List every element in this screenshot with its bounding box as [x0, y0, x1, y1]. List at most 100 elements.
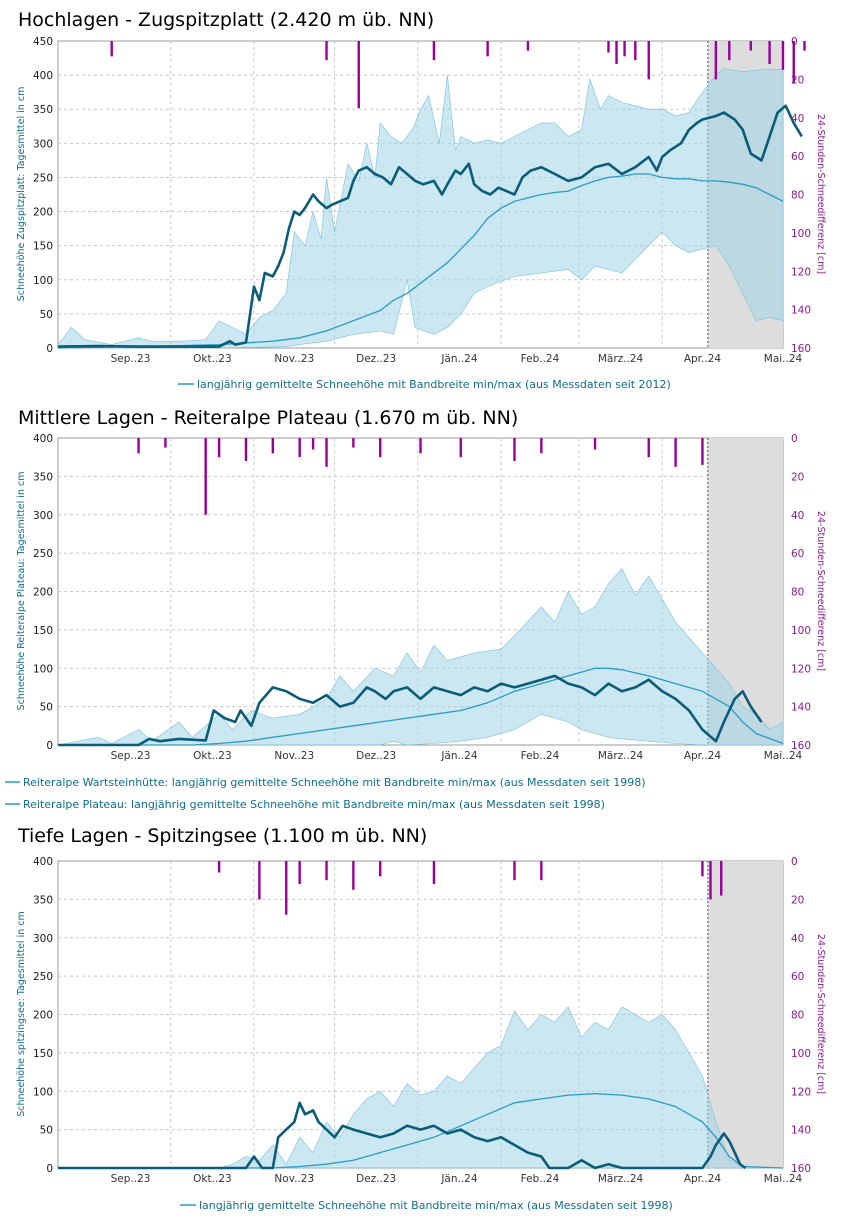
mean-line	[58, 1092, 784, 1169]
y2-tick-label: 20	[791, 471, 804, 483]
y2-tick-label: 120	[791, 663, 811, 675]
forecast-shading	[707, 861, 783, 1168]
y-tick-label: 250	[33, 548, 53, 560]
x-tick-label: Mai..24	[764, 353, 803, 365]
precip-bar	[607, 41, 610, 53]
x-tick-label: Feb..24	[521, 750, 560, 762]
y-tick-label: 150	[33, 625, 53, 637]
legend-entry: Reiteralpe Wartsteinhütte: langjährig ge…	[23, 776, 646, 789]
y-tick-label: 50	[40, 309, 53, 321]
y2-axis-ticks: 0 20 40 60 80 100 120 140 160	[791, 433, 811, 752]
precip-bar	[164, 438, 167, 448]
precip-bar	[325, 41, 328, 61]
y2-tick-label: 60	[791, 548, 804, 560]
y2-axis-label: 24-Stunden-Schneedifferenz [cm]	[815, 934, 826, 1094]
precip-bar	[204, 438, 207, 515]
chart-spitzingsee: Tiefe Lagen - Spitzingsee (1.100 m üb. N…	[16, 825, 826, 1212]
precip-bar	[615, 41, 618, 65]
precip-bar	[379, 438, 382, 458]
y2-tick-label: 140	[791, 305, 811, 317]
chart-series	[57, 438, 784, 747]
x-tick-label: Jän..24	[440, 750, 478, 762]
chart-title: Mittlere Lagen - Reiteralpe Plateau (1.6…	[18, 407, 518, 429]
y-tick-label: 350	[33, 104, 53, 116]
precip-bar	[379, 861, 382, 877]
x-tick-label: Okt..23	[193, 353, 232, 365]
precip-bar	[311, 438, 315, 450]
x-tick-label: Jän..24	[440, 1173, 478, 1185]
chart-title: Tiefe Lagen - Spitzingsee (1.100 m üb. N…	[17, 825, 427, 847]
y-tick-label: 200	[33, 587, 53, 599]
precip-bar	[647, 438, 650, 458]
precip-bar	[647, 41, 650, 80]
precip-bar	[419, 438, 422, 454]
y2-tick-label: 160	[791, 740, 811, 752]
y2-tick-label: 160	[791, 343, 811, 355]
x-tick-label: Okt..23	[193, 750, 232, 762]
y-tick-label: 50	[40, 1125, 53, 1137]
current-snow-line	[57, 104, 803, 348]
y2-tick-label: 160	[791, 1163, 811, 1175]
x-tick-label: Feb..24	[521, 353, 560, 365]
y2-axis-ticks: 0 20 40 60 80 100 120 140 160	[791, 36, 811, 355]
y2-tick-label: 140	[791, 702, 811, 714]
precip-bar	[298, 438, 301, 458]
x-axis-ticks: Sep..23 Okt..23 Nov..23 Dez..23 Jän..24 Feb..…	[111, 750, 803, 762]
y-tick-label: 0	[46, 1163, 53, 1175]
precip-bar	[352, 438, 355, 448]
precip-bar	[432, 41, 436, 61]
minmax-band	[57, 567, 784, 746]
x-tick-label: Mai..24	[764, 750, 803, 762]
precip-bar	[728, 41, 731, 61]
precip-bar	[526, 41, 530, 51]
precip-bar	[217, 438, 221, 458]
chart-title: Hochlagen - Zugspitzplatt (2.420 m üb. N…	[18, 9, 434, 31]
legend-entry: langjährig gemittelte Schneehöhe mit Ban…	[199, 1199, 673, 1212]
y-tick-label: 0	[46, 343, 53, 355]
y-tick-label: 100	[33, 275, 53, 287]
minmax-band	[58, 1006, 784, 1169]
precip-bar	[298, 861, 301, 885]
y-tick-label: 150	[33, 1048, 53, 1060]
legend: langjährig gemittelte Schneehöhe mit Ban…	[178, 378, 671, 391]
precip-bar	[540, 438, 543, 454]
y-axis-ticks: 0 50 100 150 200 250 300 350 400	[33, 433, 53, 752]
precip-bar	[803, 41, 806, 51]
y-tick-label: 350	[33, 894, 53, 906]
chart-series	[58, 861, 784, 1170]
precip-bar	[357, 41, 360, 109]
y2-tick-label: 100	[791, 625, 811, 637]
x-tick-label: Apr..24	[684, 1173, 722, 1185]
x-tick-label: Sep..23	[111, 1173, 151, 1185]
precip-bar	[674, 438, 677, 467]
precip-bar	[217, 861, 221, 873]
x-tick-label: März..24	[598, 353, 644, 365]
current-snow-line	[58, 674, 763, 747]
precip-bar	[513, 438, 516, 462]
precip-bar	[623, 41, 626, 57]
x-tick-label: Apr..24	[684, 353, 722, 365]
forecast-region	[707, 861, 783, 1168]
x-tick-label: März..24	[598, 1173, 644, 1185]
mean-line	[57, 173, 784, 349]
x-axis-ticks: Sep..23 Okt..23 Nov..23 Dez..23 Jän..24 Feb..…	[111, 353, 803, 365]
precip-bar	[137, 438, 140, 454]
precip-bar	[701, 861, 704, 877]
y2-axis-label: 24-Stunden-Schneedifferenz [cm]	[815, 511, 826, 671]
precip-bar	[271, 438, 275, 454]
y-tick-label: 300	[33, 510, 53, 522]
precip-bar	[325, 861, 328, 881]
y2-tick-label: 20	[791, 894, 804, 906]
precip-bar	[432, 861, 436, 885]
y2-tick-label: 0	[791, 36, 798, 48]
y2-tick-label: 60	[791, 971, 804, 983]
y2-tick-label: 80	[791, 1010, 804, 1022]
x-tick-label: Mai..24	[764, 1173, 803, 1185]
precip-bar	[540, 861, 543, 881]
y2-tick-label: 80	[791, 587, 804, 599]
legend-entry: langjährig gemittelte Schneehöhe mit Ban…	[197, 378, 671, 391]
precip-bar	[593, 438, 597, 450]
y-tick-label: 100	[33, 663, 53, 675]
y-tick-label: 300	[33, 933, 53, 945]
y2-tick-label: 40	[791, 933, 804, 945]
